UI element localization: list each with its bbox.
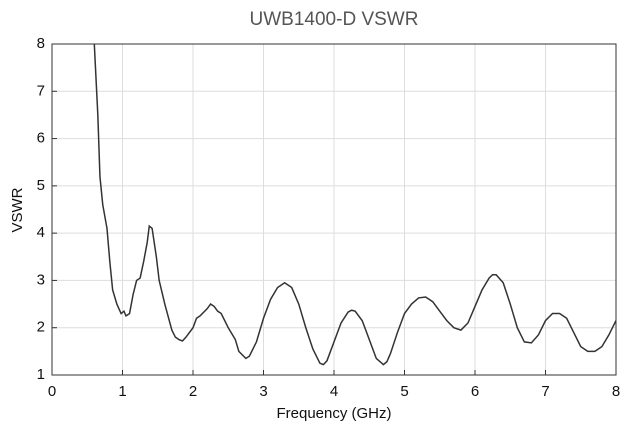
y-tick-label: 3	[37, 271, 45, 288]
plot-frame	[51, 43, 617, 376]
x-tick-label: 2	[189, 383, 197, 400]
chart-title: UWB1400-D VSWR	[250, 9, 419, 30]
y-axis-label: VSWR	[9, 187, 26, 232]
x-tick-label: 6	[471, 383, 479, 400]
x-tick-label: 8	[612, 383, 620, 400]
y-tick-label: 5	[37, 177, 45, 194]
y-tick-label: 1	[37, 366, 45, 383]
y-tick-label: 8	[37, 35, 45, 52]
x-tick-label: 7	[541, 383, 549, 400]
x-tick-label: 4	[330, 383, 338, 400]
y-tick-label: 6	[37, 130, 45, 147]
x-tick-label: 0	[48, 383, 56, 400]
x-tick-label: 1	[118, 383, 126, 400]
line	[93, 44, 616, 366]
y-tick-label: 7	[37, 82, 45, 99]
y-tick-label: 4	[37, 224, 45, 241]
x-axis-label: Frequency (GHz)	[276, 405, 391, 422]
x-tick-label: 3	[259, 383, 267, 400]
y-tick-label: 2	[37, 319, 45, 336]
x-tick-label: 5	[400, 383, 408, 400]
